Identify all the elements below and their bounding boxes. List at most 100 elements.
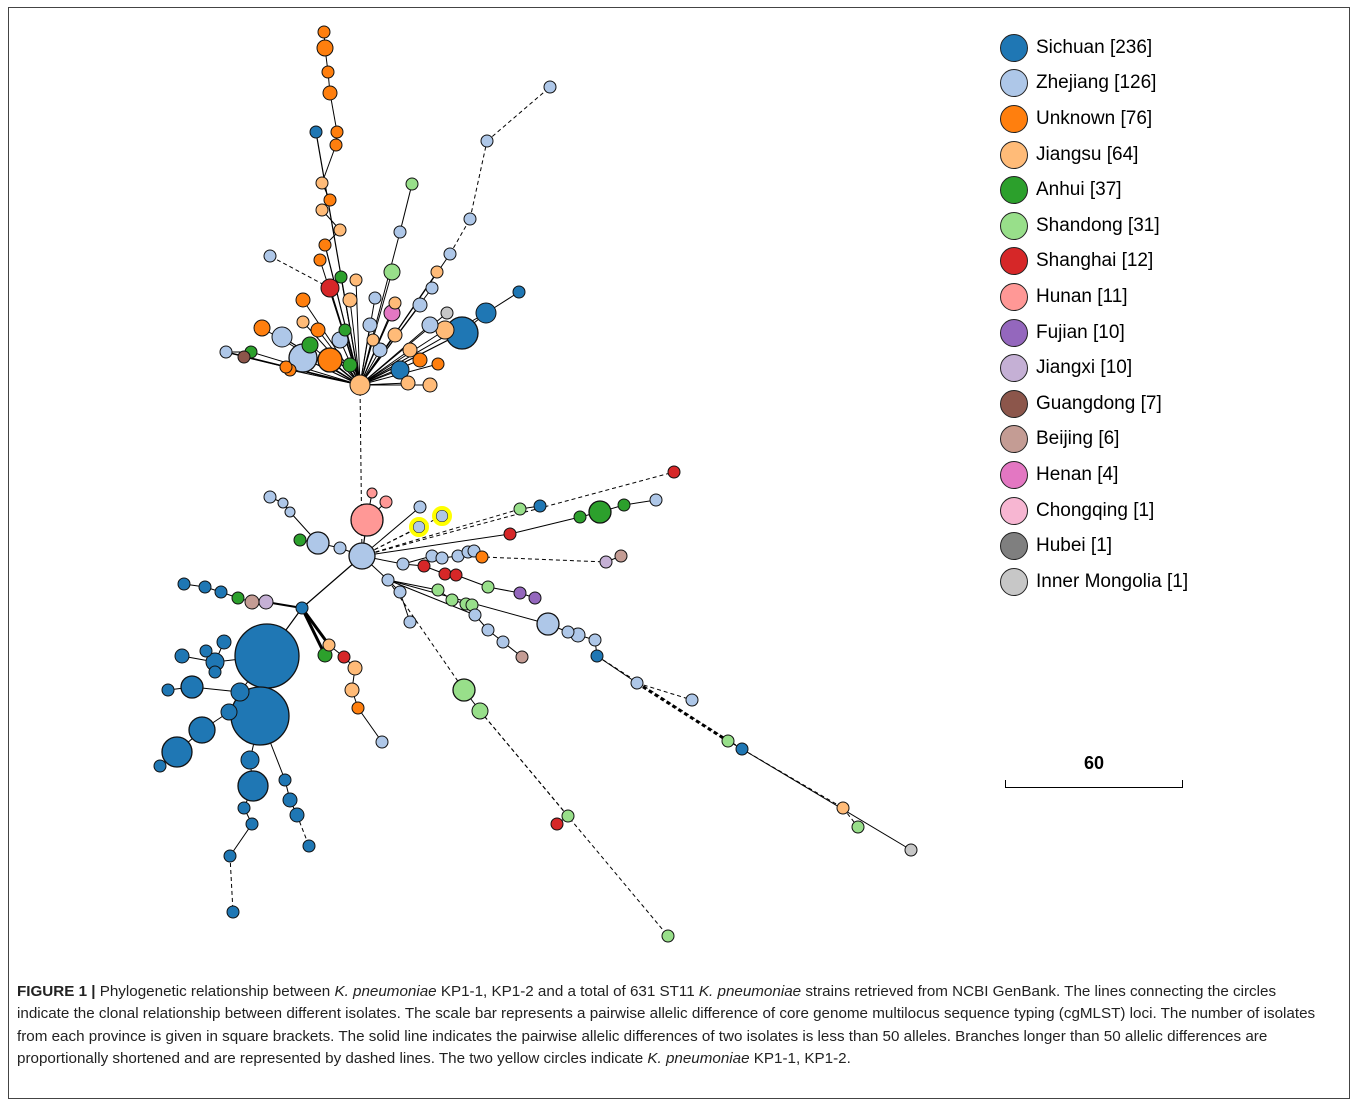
tree-node	[375, 735, 389, 749]
tree-edge-solid	[361, 533, 511, 557]
tree-node	[430, 265, 444, 279]
tree-node	[315, 176, 329, 190]
tree-node	[400, 375, 416, 391]
legend-item-hunan: Hunan [11]	[1000, 279, 1300, 315]
legend-label: Hubei [1]	[1036, 535, 1113, 557]
tree-node	[296, 315, 310, 329]
figure-caption: FIGURE 1 | Phylogenetic relationship bet…	[17, 981, 1332, 1070]
tree-node	[289, 807, 305, 823]
tree-node	[344, 682, 360, 698]
tree-node	[334, 270, 348, 284]
legend-swatch	[1000, 282, 1028, 311]
tree-node	[231, 591, 245, 605]
legend-item-anhui: Anhui [37]	[1000, 172, 1300, 208]
tree-node	[368, 291, 382, 305]
caption-species: K. pneumoniae	[698, 983, 802, 1000]
tree-node	[263, 490, 277, 504]
tree-node	[237, 350, 251, 364]
tree-node	[240, 750, 260, 770]
tree-node	[533, 499, 547, 513]
tree-node	[253, 319, 271, 337]
tree-node	[321, 65, 335, 79]
legend-item-unknown: Unknown [76]	[1000, 101, 1300, 137]
tree-node	[396, 557, 410, 571]
legend-item-zhejiang: Zhejiang [126]	[1000, 66, 1300, 102]
legend-swatch	[1000, 104, 1028, 133]
tree-node	[226, 905, 240, 919]
tree-node	[393, 585, 407, 599]
tree-node	[199, 644, 213, 658]
tree-node	[174, 648, 190, 664]
tree-node	[573, 510, 587, 524]
legend-label: Inner Mongolia [1]	[1036, 570, 1189, 592]
tree-node	[388, 296, 402, 310]
tree-node	[188, 716, 216, 744]
legend-item-jiangxi: Jiangxi [10]	[1000, 350, 1300, 386]
tree-node	[649, 493, 663, 507]
legend-item-fujian: Fujian [10]	[1000, 315, 1300, 351]
tree-node	[244, 594, 260, 610]
tree-node	[177, 577, 191, 591]
caption-species: K. pneumoniae	[647, 1049, 750, 1067]
tree-node	[503, 527, 517, 541]
tree-node	[322, 638, 336, 652]
tree-node	[614, 549, 628, 563]
tree-node	[302, 839, 316, 853]
tree-node	[153, 759, 167, 773]
tree-node	[481, 623, 495, 637]
legend-label: Unknown [76]	[1036, 107, 1153, 129]
tree-node	[383, 263, 401, 281]
tree-edge-dashed	[741, 748, 844, 809]
legend-swatch	[1000, 176, 1028, 205]
tree-node	[550, 817, 564, 831]
scale-bar-label: 60	[1083, 753, 1105, 773]
tree-node	[445, 593, 459, 607]
tree-node	[295, 601, 309, 615]
tree-edge-solid	[387, 579, 439, 591]
tree-node	[309, 125, 323, 139]
tree-node	[277, 497, 289, 509]
tree-node	[329, 138, 343, 152]
tree-node	[337, 650, 351, 664]
tree-node	[282, 792, 298, 808]
tree-node	[362, 317, 378, 333]
tree-edge-dashed	[636, 681, 729, 743]
tree-node	[735, 742, 749, 756]
tree-edge-solid	[359, 231, 401, 386]
tree-node	[237, 770, 269, 802]
tree-node	[333, 541, 347, 555]
legend-swatch	[1000, 33, 1028, 62]
tree-node	[351, 701, 365, 715]
tree-edge-solid	[387, 579, 476, 616]
tree-node	[617, 498, 631, 512]
legend-label: Hunan [11]	[1036, 285, 1128, 307]
tree-edge-dashed	[361, 515, 443, 557]
tree-node	[512, 285, 526, 299]
tree-node	[561, 809, 575, 823]
tree-node	[528, 591, 542, 605]
tree-edge-dashed	[469, 140, 488, 220]
tree-node	[425, 281, 439, 295]
tree-node	[323, 193, 337, 207]
tree-node	[316, 39, 334, 57]
tree-node	[258, 594, 274, 610]
tree-node	[330, 125, 344, 139]
tree-node	[403, 615, 417, 629]
scale-bar: 60	[1005, 750, 1183, 790]
tree-edge-solid	[300, 607, 327, 656]
tree-edge-solid	[399, 183, 413, 233]
tree-node	[402, 342, 418, 358]
legend-label: Sichuan [236]	[1036, 36, 1153, 58]
tree-node	[342, 357, 358, 373]
caption-species: K. pneumoniae	[334, 983, 437, 1000]
legend-swatch	[1000, 318, 1028, 347]
minimum-spanning-tree	[153, 25, 918, 943]
tree-node	[475, 302, 497, 324]
tree-node	[333, 223, 347, 237]
tree-node	[293, 533, 307, 547]
legend-label: Shandong [31]	[1036, 214, 1160, 236]
tree-node	[515, 650, 529, 664]
tree-node	[513, 586, 527, 600]
tree-edge-dashed	[296, 814, 310, 847]
tree-node	[463, 212, 477, 226]
